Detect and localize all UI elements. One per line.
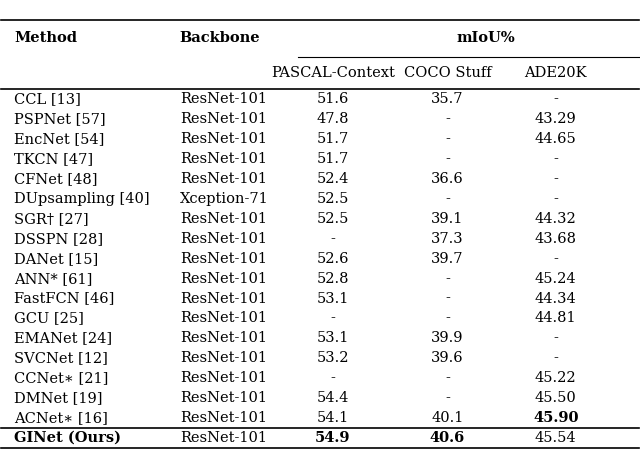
Text: CFNet [48]: CFNet [48] xyxy=(14,172,98,186)
Text: 44.32: 44.32 xyxy=(535,212,577,226)
Text: -: - xyxy=(330,371,335,385)
Text: ResNet-101: ResNet-101 xyxy=(180,232,267,246)
Text: 40.1: 40.1 xyxy=(431,411,463,425)
Text: CCNet∗ [21]: CCNet∗ [21] xyxy=(14,371,109,385)
Text: COCO Stuff: COCO Stuff xyxy=(404,66,492,80)
Text: 52.8: 52.8 xyxy=(317,272,349,286)
Text: DMNet [19]: DMNet [19] xyxy=(14,391,102,405)
Text: -: - xyxy=(445,391,450,405)
Text: -: - xyxy=(445,292,450,306)
Text: 45.24: 45.24 xyxy=(535,272,577,286)
Text: SGR† [27]: SGR† [27] xyxy=(14,212,89,226)
Text: 35.7: 35.7 xyxy=(431,92,464,106)
Text: 45.90: 45.90 xyxy=(533,411,579,425)
Text: -: - xyxy=(330,311,335,325)
Text: 53.1: 53.1 xyxy=(317,331,349,345)
Text: ResNet-101: ResNet-101 xyxy=(180,112,267,126)
Text: ResNet-101: ResNet-101 xyxy=(180,152,267,166)
Text: Backbone: Backbone xyxy=(180,31,260,46)
Text: 54.1: 54.1 xyxy=(317,411,349,425)
Text: 43.68: 43.68 xyxy=(535,232,577,246)
Text: ANN* [61]: ANN* [61] xyxy=(14,272,93,286)
Text: 45.50: 45.50 xyxy=(535,391,577,405)
Text: ResNet-101: ResNet-101 xyxy=(180,252,267,266)
Text: 43.29: 43.29 xyxy=(535,112,577,126)
Text: DUpsampling [40]: DUpsampling [40] xyxy=(14,192,150,206)
Text: GINet (Ours): GINet (Ours) xyxy=(14,431,121,445)
Text: ResNet-101: ResNet-101 xyxy=(180,92,267,106)
Text: 54.4: 54.4 xyxy=(317,391,349,405)
Text: -: - xyxy=(445,132,450,146)
Text: ResNet-101: ResNet-101 xyxy=(180,292,267,306)
Text: -: - xyxy=(554,351,558,365)
Text: 53.1: 53.1 xyxy=(317,292,349,306)
Text: 40.6: 40.6 xyxy=(430,431,465,445)
Text: ResNet-101: ResNet-101 xyxy=(180,132,267,146)
Text: ResNet-101: ResNet-101 xyxy=(180,391,267,405)
Text: EncNet [54]: EncNet [54] xyxy=(14,132,104,146)
Text: ResNet-101: ResNet-101 xyxy=(180,172,267,186)
Text: 39.1: 39.1 xyxy=(431,212,463,226)
Text: 39.9: 39.9 xyxy=(431,331,464,345)
Text: 37.3: 37.3 xyxy=(431,232,464,246)
Text: ResNet-101: ResNet-101 xyxy=(180,272,267,286)
Text: 44.34: 44.34 xyxy=(535,292,577,306)
Text: 52.5: 52.5 xyxy=(317,192,349,206)
Text: -: - xyxy=(554,331,558,345)
Text: Method: Method xyxy=(14,31,77,46)
Text: -: - xyxy=(445,152,450,166)
Text: 52.4: 52.4 xyxy=(317,172,349,186)
Text: ADE20K: ADE20K xyxy=(524,66,587,80)
Text: -: - xyxy=(445,192,450,206)
Text: ResNet-101: ResNet-101 xyxy=(180,351,267,365)
Text: -: - xyxy=(554,192,558,206)
Text: ResNet-101: ResNet-101 xyxy=(180,212,267,226)
Text: ACNet∗ [16]: ACNet∗ [16] xyxy=(14,411,108,425)
Text: 52.6: 52.6 xyxy=(317,252,349,266)
Text: CCL [13]: CCL [13] xyxy=(14,92,81,106)
Text: 44.65: 44.65 xyxy=(535,132,577,146)
Text: -: - xyxy=(554,152,558,166)
Text: -: - xyxy=(554,172,558,186)
Text: FastFCN [46]: FastFCN [46] xyxy=(14,292,115,306)
Text: -: - xyxy=(554,252,558,266)
Text: 52.5: 52.5 xyxy=(317,212,349,226)
Text: Xception-71: Xception-71 xyxy=(180,192,269,206)
Text: EMANet [24]: EMANet [24] xyxy=(14,331,112,345)
Text: -: - xyxy=(445,272,450,286)
Text: SVCNet [12]: SVCNet [12] xyxy=(14,351,108,365)
Text: ResNet-101: ResNet-101 xyxy=(180,431,267,445)
Text: 45.54: 45.54 xyxy=(535,431,577,445)
Text: 51.6: 51.6 xyxy=(317,92,349,106)
Text: ResNet-101: ResNet-101 xyxy=(180,331,267,345)
Text: TKCN [47]: TKCN [47] xyxy=(14,152,93,166)
Text: 51.7: 51.7 xyxy=(317,152,349,166)
Text: 39.6: 39.6 xyxy=(431,351,464,365)
Text: -: - xyxy=(445,371,450,385)
Text: 39.7: 39.7 xyxy=(431,252,464,266)
Text: ResNet-101: ResNet-101 xyxy=(180,311,267,325)
Text: mIoU%: mIoU% xyxy=(456,31,515,46)
Text: -: - xyxy=(445,311,450,325)
Text: 36.6: 36.6 xyxy=(431,172,464,186)
Text: GCU [25]: GCU [25] xyxy=(14,311,84,325)
Text: 45.22: 45.22 xyxy=(535,371,577,385)
Text: ResNet-101: ResNet-101 xyxy=(180,411,267,425)
Text: DANet [15]: DANet [15] xyxy=(14,252,99,266)
Text: 53.2: 53.2 xyxy=(317,351,349,365)
Text: 47.8: 47.8 xyxy=(317,112,349,126)
Text: 44.81: 44.81 xyxy=(535,311,577,325)
Text: PSPNet [57]: PSPNet [57] xyxy=(14,112,106,126)
Text: ResNet-101: ResNet-101 xyxy=(180,371,267,385)
Text: 54.9: 54.9 xyxy=(315,431,351,445)
Text: -: - xyxy=(445,112,450,126)
Text: -: - xyxy=(330,232,335,246)
Text: 51.7: 51.7 xyxy=(317,132,349,146)
Text: -: - xyxy=(554,92,558,106)
Text: PASCAL-Context: PASCAL-Context xyxy=(271,66,395,80)
Text: DSSPN [28]: DSSPN [28] xyxy=(14,232,103,246)
